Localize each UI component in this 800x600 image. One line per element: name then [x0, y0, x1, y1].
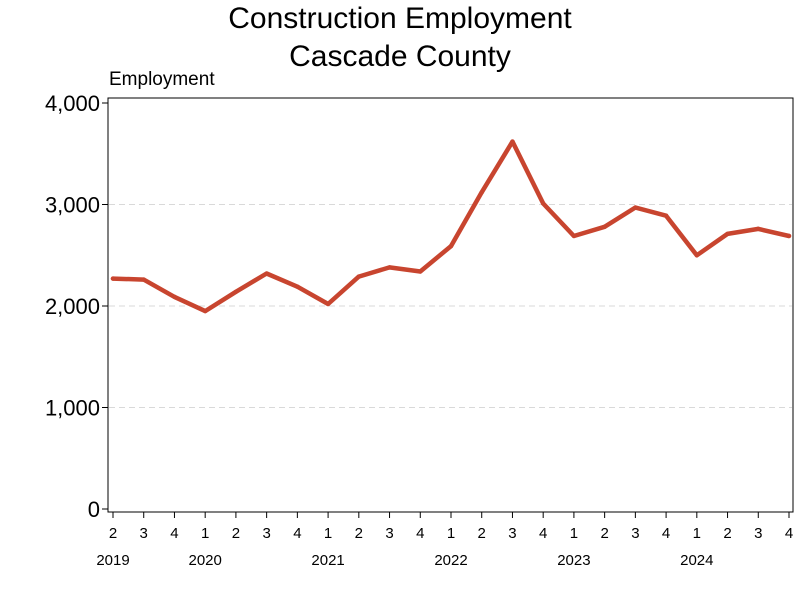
x-tick-label-quarter: 4: [170, 525, 178, 542]
x-tick-label-quarter: 1: [324, 525, 332, 542]
x-tick-label-quarter: 1: [570, 525, 578, 542]
series-layer: [110, 139, 792, 314]
x-year-label: 2024: [680, 552, 713, 569]
x-year-label: 2020: [188, 552, 221, 569]
x-tick-label-quarter: 4: [416, 525, 424, 542]
data-point: [602, 224, 607, 230]
data-point: [479, 190, 484, 195]
data-point: [172, 294, 177, 300]
x-tick-label-quarter: 3: [262, 525, 270, 542]
y-tick-label: 4,000: [45, 91, 100, 116]
y-tick-label: 2,000: [45, 294, 100, 319]
y-tick-label: 3,000: [45, 193, 100, 218]
x-tick-label-quarter: 1: [447, 525, 455, 542]
chart-title-line-1: Construction Employment: [228, 2, 572, 35]
y-tick-label: 0: [88, 497, 100, 522]
x-tick-label-quarter: 4: [785, 525, 793, 542]
series-line: [110, 139, 792, 314]
y-axis: 0 1,000 2,000 3,000 4,000: [45, 91, 108, 522]
x-tick-label-quarter: 4: [662, 525, 670, 542]
x-year-label: 2022: [434, 552, 467, 569]
y-axis-label: Employment: [109, 69, 215, 90]
x-tick-label-quarter: 2: [109, 525, 117, 542]
x-tick-label-quarter: 3: [754, 525, 762, 542]
data-point: [141, 277, 146, 282]
data-point: [295, 284, 300, 289]
y-tick-label: 1,000: [45, 396, 100, 421]
x-year-label: 2019: [96, 552, 129, 569]
x-tick-label-quarter: 3: [140, 525, 148, 542]
data-point: [264, 271, 269, 276]
data-point: [325, 301, 331, 307]
data-point: [725, 231, 730, 237]
data-point: [387, 265, 392, 270]
x-tick-label-quarter: 2: [478, 525, 486, 542]
data-point: [233, 289, 239, 294]
x-tick-label-quarter: 4: [539, 525, 547, 542]
x-tick-label-quarter: 2: [723, 525, 731, 542]
data-point: [202, 308, 208, 314]
x-year-label: 2021: [311, 552, 344, 569]
data-point: [110, 276, 116, 281]
x-tick-label-quarter: 4: [293, 525, 301, 542]
x-tick-label-quarter: 2: [232, 525, 240, 542]
x-tick-label-quarter: 2: [355, 525, 363, 542]
data-point: [510, 139, 515, 144]
x-tick-label-quarter: 2: [600, 525, 608, 542]
data-point: [756, 226, 761, 232]
x-tick-label-quarter: 3: [508, 525, 516, 542]
data-point: [663, 213, 669, 218]
x-tick-label-quarter: 1: [201, 525, 209, 542]
grid-layer: [109, 204, 792, 408]
x-year-label: 2023: [557, 552, 590, 569]
data-point: [633, 205, 638, 210]
data-point: [418, 269, 423, 274]
data-point: [571, 233, 577, 239]
x-tick-label-quarter: 3: [631, 525, 639, 542]
x-tick-label-quarter: 1: [693, 525, 701, 542]
data-point: [448, 243, 454, 249]
data-point: [786, 233, 792, 239]
chart-title-line-2: Cascade County: [289, 40, 511, 73]
x-axis: 2 3 4 1 2 3 4 1 2 3 4 1 2 3 4 1 2 3 4 1 2 3 4 2019 2020 2021 2022 2…: [96, 512, 793, 569]
data-point: [694, 253, 700, 258]
data-point: [356, 274, 362, 279]
data-point: [540, 201, 546, 206]
x-tick-label-quarter: 3: [385, 525, 393, 542]
